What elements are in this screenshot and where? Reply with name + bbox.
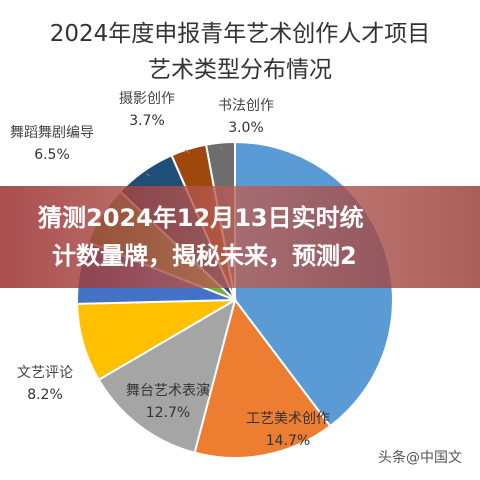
slice-label-8: 摄影创作 bbox=[119, 91, 175, 107]
slice-value-7: 6.5% bbox=[34, 147, 70, 163]
slice-value-0: 3.0% bbox=[228, 120, 264, 136]
slice-value-2: 14.7% bbox=[266, 433, 310, 449]
pie-slice-2 bbox=[193, 297, 332, 459]
headline-line-1: 猜测2024年12月13日实时统 bbox=[38, 204, 364, 232]
pie-slice-3 bbox=[97, 297, 237, 454]
source-watermark: 头条@中国文 bbox=[378, 450, 462, 466]
chart-title-line-1: 2024年度申报青年艺术创作人才项目 bbox=[49, 21, 431, 47]
chart-title-line-2: 艺术类型分布情况 bbox=[148, 57, 332, 83]
slice-labels: 书法创作 3.0% 工艺美术创作 14.7% 舞台艺术表演 12.7% 文艺评论 8.2% 舞蹈… bbox=[10, 91, 330, 449]
slice-label-2: 工艺美术创作 bbox=[246, 411, 330, 427]
leader-lines bbox=[146, 146, 223, 177]
slice-label-0: 书法创作 bbox=[218, 98, 274, 114]
slice-value-8: 3.7% bbox=[129, 113, 165, 129]
leader-line-8 bbox=[184, 149, 190, 154]
headline-text[interactable]: 猜测2024年12月13日实时统 计数量牌，揭秘未来，预测2 bbox=[38, 199, 458, 275]
slice-label-7: 舞蹈舞剧编导 bbox=[10, 125, 94, 141]
leader-line-0 bbox=[220, 146, 223, 151]
slice-value-3: 12.7% bbox=[146, 405, 190, 421]
headline-banner bbox=[0, 186, 480, 288]
slice-value-4: 8.2% bbox=[27, 387, 63, 403]
slice-label-3: 舞台艺术表演 bbox=[126, 383, 210, 399]
headline-line-2: 计数量牌，揭秘未来，预测2 bbox=[52, 242, 357, 270]
leader-line-7 bbox=[146, 173, 151, 177]
slice-label-4: 文艺评论 bbox=[17, 365, 73, 381]
